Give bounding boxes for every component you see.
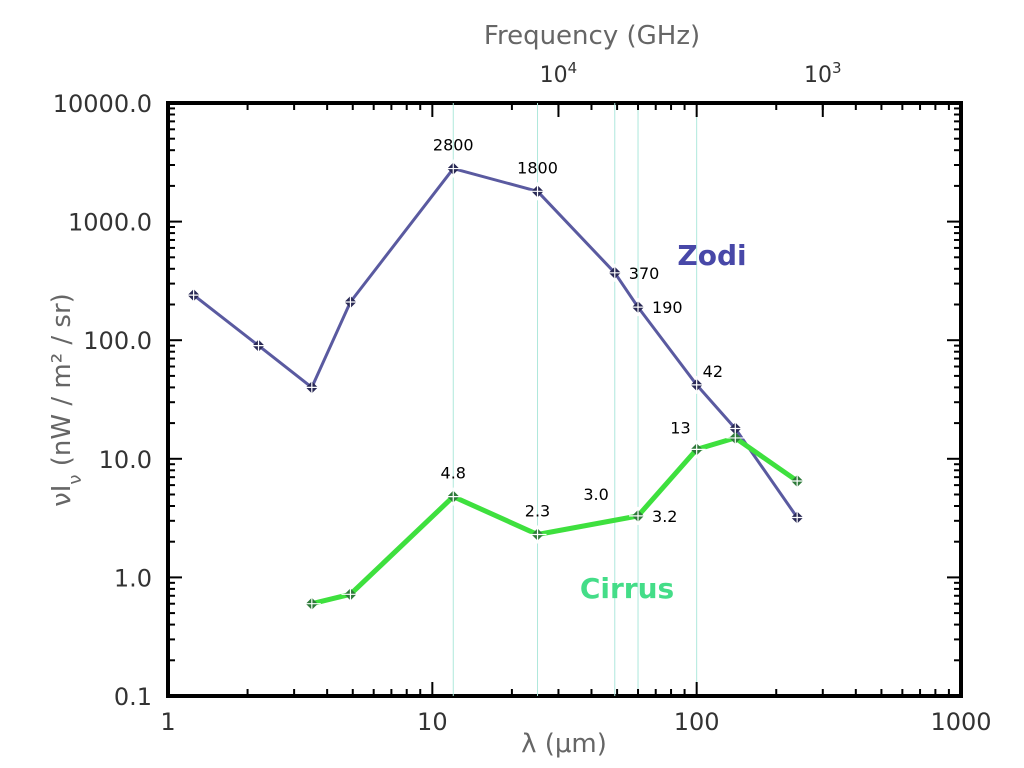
y-tick-label: 1.0 [114, 564, 152, 592]
x-tick-label: 10 [417, 708, 448, 736]
y-axis-title: νIν (nW / m² / sr) [47, 293, 86, 507]
data-label: 3.0 [583, 485, 608, 504]
data-label: 1800 [517, 158, 558, 177]
y-tick-label: 0.1 [114, 683, 152, 711]
x-tick-label: 1000 [930, 708, 991, 736]
data-label: 42 [703, 362, 723, 381]
plot-frame [166, 101, 963, 698]
y-tick-label: 1000.0 [68, 209, 152, 237]
x-tick-label: 1 [160, 708, 175, 736]
zodi-series-line [192, 167, 799, 519]
zodi-series-label: Zodi [677, 239, 746, 272]
top-tick-label: 103 [804, 59, 842, 88]
top-tick-label: 104 [540, 59, 578, 88]
y-tick-label: 10.0 [99, 446, 152, 474]
data-label: 4.8 [441, 464, 466, 483]
data-label: 2.3 [525, 501, 550, 520]
x-axis-title: λ (μm) [521, 729, 607, 759]
data-label: 13 [670, 418, 690, 437]
data-label: 2800 [433, 136, 474, 155]
data-label: 3.2 [652, 507, 677, 526]
top-axis-title: Frequency (GHz) [484, 21, 700, 51]
cirrus-series-label: Cirrus [580, 572, 674, 605]
x-tick-label: 100 [674, 708, 720, 736]
y-tick-label: 10000.0 [53, 90, 152, 118]
y-tick-label: 100.0 [83, 327, 152, 355]
data-label: 190 [652, 298, 683, 317]
cirrus-series-line [311, 435, 799, 607]
data-label: 370 [629, 264, 660, 283]
